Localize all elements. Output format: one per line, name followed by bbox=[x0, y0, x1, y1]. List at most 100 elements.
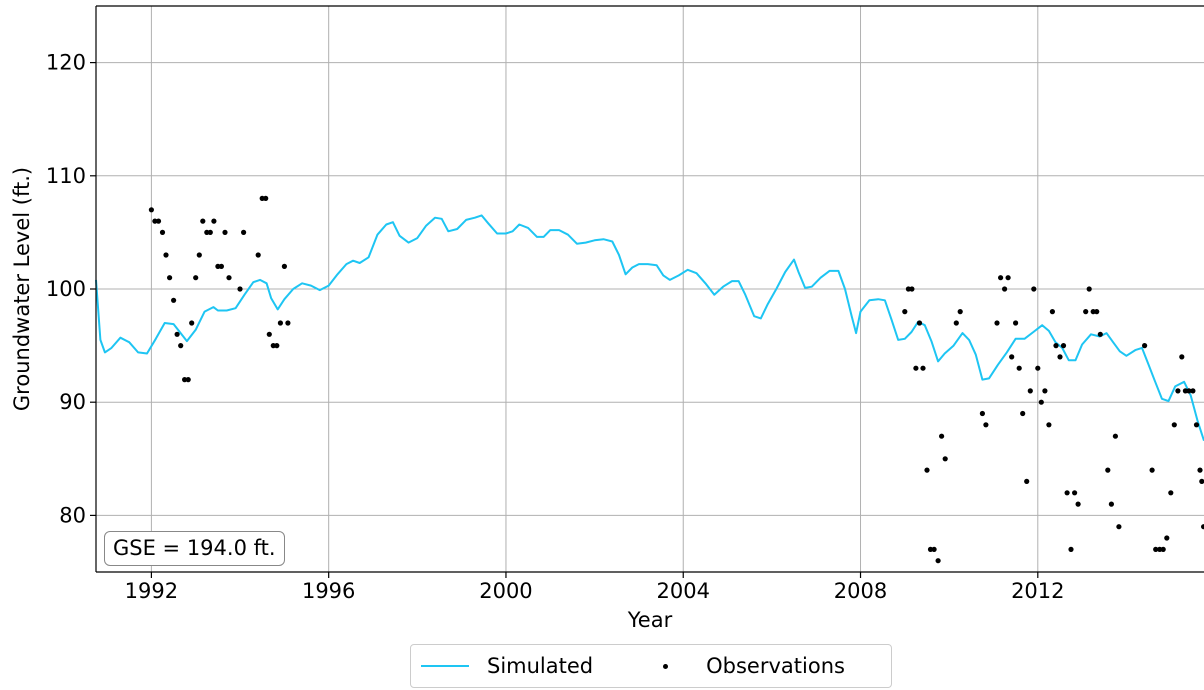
observation-point bbox=[1042, 388, 1048, 394]
observation-point bbox=[207, 229, 213, 235]
observation-point bbox=[281, 263, 287, 269]
observation-point bbox=[1175, 388, 1181, 394]
observation-point bbox=[237, 286, 243, 292]
observation-point bbox=[1020, 410, 1026, 417]
observation-point bbox=[1060, 343, 1067, 349]
observation-point bbox=[994, 320, 1000, 326]
observation-point bbox=[1035, 365, 1041, 371]
observation-point bbox=[1168, 490, 1174, 496]
observation-point bbox=[1002, 286, 1008, 292]
observation-point bbox=[1075, 501, 1081, 507]
observation-point bbox=[178, 343, 184, 349]
observation-point bbox=[152, 218, 158, 224]
observation-point bbox=[1190, 388, 1196, 394]
observation-point bbox=[148, 207, 154, 213]
legend-line-swatch bbox=[421, 665, 469, 667]
observation-point bbox=[1068, 546, 1074, 553]
observation-point bbox=[189, 320, 195, 326]
observation-point bbox=[1160, 546, 1166, 553]
observation-point bbox=[1201, 524, 1204, 530]
x-tick-label: 2012 bbox=[1011, 579, 1064, 603]
observation-point bbox=[1064, 490, 1070, 496]
observation-point bbox=[953, 320, 959, 326]
x-axis-label: Year bbox=[627, 608, 673, 632]
gse-annotation: GSE = 194.0 ft. bbox=[104, 531, 285, 566]
x-tick-label: 2008 bbox=[834, 579, 887, 603]
observation-point bbox=[924, 467, 930, 473]
observation-point bbox=[1053, 343, 1059, 349]
observation-point bbox=[1094, 309, 1100, 315]
observation-point bbox=[274, 343, 280, 349]
observation-point bbox=[1193, 422, 1200, 428]
legend-label-observations: Observations bbox=[706, 654, 845, 678]
observation-point bbox=[998, 275, 1004, 281]
observation-point bbox=[159, 229, 166, 235]
observation-point bbox=[263, 195, 269, 201]
observation-point bbox=[1142, 343, 1148, 349]
observation-point bbox=[182, 377, 188, 383]
observation-point bbox=[218, 263, 224, 269]
observation-point bbox=[163, 252, 169, 258]
x-tick-label: 2000 bbox=[479, 579, 532, 603]
observation-point bbox=[1024, 478, 1030, 484]
observation-point bbox=[185, 377, 191, 383]
observation-point bbox=[913, 365, 919, 371]
observation-point bbox=[1186, 388, 1192, 394]
observation-point bbox=[266, 331, 272, 337]
observation-point bbox=[1153, 546, 1159, 553]
observation-point bbox=[167, 275, 173, 281]
observation-point bbox=[1005, 275, 1011, 281]
observation-point bbox=[1013, 320, 1019, 326]
grid-lines bbox=[96, 6, 1204, 572]
x-tick-label: 1996 bbox=[302, 579, 355, 603]
x-tick-label: 2004 bbox=[657, 579, 710, 603]
observation-point bbox=[942, 456, 948, 462]
observation-point bbox=[211, 218, 217, 224]
observation-point bbox=[241, 229, 247, 235]
observation-point bbox=[155, 218, 162, 224]
observation-point bbox=[957, 309, 963, 315]
observation-point bbox=[193, 275, 199, 281]
observation-point bbox=[909, 286, 915, 292]
observation-point bbox=[1083, 309, 1089, 315]
observation-point bbox=[277, 320, 283, 326]
observation-point bbox=[979, 410, 986, 417]
legend: Simulated Observations bbox=[410, 644, 892, 688]
observation-point bbox=[1108, 501, 1114, 507]
observation-point bbox=[226, 275, 232, 281]
observation-point bbox=[902, 309, 908, 315]
observation-point bbox=[1046, 422, 1052, 428]
x-tick-label: 1992 bbox=[125, 579, 178, 603]
observation-point bbox=[1149, 467, 1155, 473]
observation-point bbox=[935, 558, 941, 564]
observation-point bbox=[1097, 331, 1103, 337]
observation-point bbox=[1038, 399, 1044, 405]
simulated-series bbox=[95, 214, 1204, 442]
observation-point bbox=[1197, 467, 1203, 473]
observation-point bbox=[927, 546, 934, 553]
legend-label-simulated: Simulated bbox=[487, 654, 594, 678]
observation-point bbox=[1057, 354, 1063, 360]
observation-point bbox=[939, 433, 945, 439]
observation-point bbox=[1105, 467, 1111, 473]
observation-point bbox=[255, 252, 261, 258]
observation-point bbox=[1199, 478, 1204, 484]
axis-ticks: 1992 1996 2000 2004 2008 2012 80 90 100 110 120 bbox=[46, 51, 1065, 603]
y-tick-label: 110 bbox=[46, 164, 86, 188]
observation-point bbox=[1031, 286, 1037, 292]
legend-item-simulated: Simulated bbox=[411, 654, 593, 678]
observation-point bbox=[171, 297, 177, 303]
legend-item-observations: Observations bbox=[593, 654, 845, 678]
observation-point bbox=[1116, 524, 1122, 530]
observation-point bbox=[1179, 354, 1185, 360]
y-tick-label: 120 bbox=[46, 51, 86, 75]
observation-point bbox=[1086, 286, 1092, 292]
simulated-line bbox=[95, 214, 1204, 442]
observation-point bbox=[285, 320, 291, 326]
observation-point bbox=[1164, 535, 1170, 541]
observation-point bbox=[1072, 490, 1078, 496]
y-axis-label: Groundwater Level (ft.) bbox=[10, 167, 34, 411]
observation-point bbox=[1027, 388, 1033, 394]
observation-point bbox=[196, 252, 202, 258]
